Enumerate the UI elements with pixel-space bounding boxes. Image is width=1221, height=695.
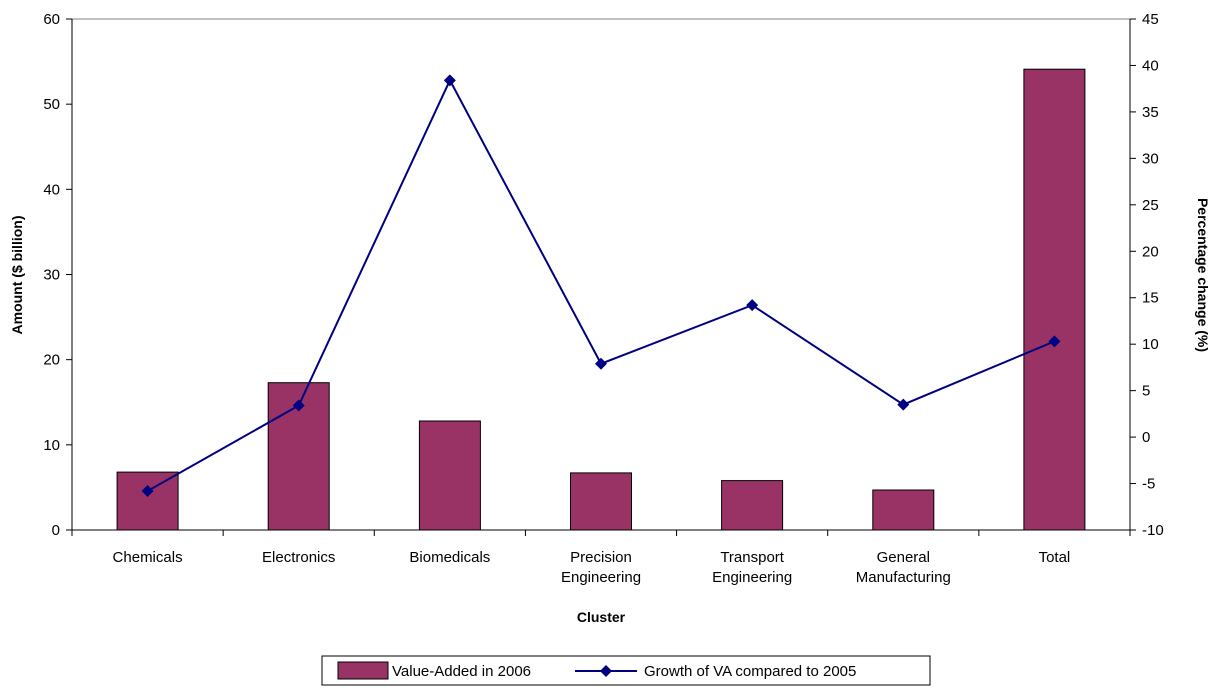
- bar: [116, 471, 179, 531]
- category-labels: Chemicals Electronics Biomedicals Precision…: [113, 549, 1071, 586]
- y2-tick-label: 15: [1142, 290, 1159, 307]
- y2-tick-label: 30: [1142, 150, 1159, 167]
- legend-bar-label: Value-Added in 2006: [392, 663, 531, 680]
- y-tick-label: 0: [52, 522, 60, 539]
- y2-tick-label: 0: [1142, 429, 1150, 446]
- y2-tick-label: -10: [1142, 522, 1164, 539]
- growth-point: [292, 399, 305, 412]
- bar-series: [116, 68, 1086, 531]
- growth-point: [897, 398, 910, 411]
- growth-point: [1048, 335, 1061, 348]
- plot-area: [71, 18, 1131, 531]
- legend-diamond-marker: [600, 665, 612, 677]
- y2-tick-label: 25: [1142, 197, 1159, 214]
- y2-axis-title: Percentage change (%): [1195, 198, 1211, 352]
- x-tick-label: Chemicals: [113, 549, 183, 566]
- legend-bar-swatch: [337, 661, 389, 680]
- y-tick-label: 10: [43, 437, 60, 454]
- y2-tick-label: 5: [1142, 383, 1150, 400]
- x-tick-label: Transport Engineering: [712, 549, 792, 586]
- axes: 0 10 20 30 40 50 60 -10 -5 0 5 10 15 20 25 30 35 40 45: [43, 11, 1163, 539]
- y-tick-label: 40: [43, 181, 60, 198]
- x-tick-label: Biomedicals: [409, 549, 490, 566]
- x-tick-label: Electronics: [262, 549, 335, 566]
- bar: [872, 489, 935, 531]
- bar: [570, 472, 632, 531]
- line-series: [141, 74, 1061, 497]
- y2-tick-label: 45: [1142, 11, 1159, 28]
- y2-tick-label: 20: [1142, 243, 1159, 260]
- y-tick-label: 60: [43, 11, 60, 28]
- growth-point: [595, 357, 607, 370]
- x-tick-label: Precision Engineering: [561, 549, 641, 586]
- legend: Value-Added in 2006 Growth of VA compare…: [321, 655, 931, 686]
- x-tick-label: General Manufacturing: [856, 549, 951, 586]
- y-tick-label: 30: [43, 267, 60, 284]
- growth-point: [746, 299, 759, 312]
- legend-line-label: Growth of VA compared to 2005: [644, 663, 856, 680]
- bar: [1023, 68, 1086, 531]
- bar: [418, 420, 481, 531]
- growth-point: [443, 74, 456, 87]
- y-tick-label: 50: [43, 96, 60, 113]
- bar: [721, 480, 784, 531]
- y2-tick-label: -5: [1142, 476, 1155, 493]
- y2-tick-label: 10: [1142, 336, 1159, 353]
- y-tick-label: 20: [43, 352, 60, 369]
- y2-tick-label: 40: [1142, 57, 1159, 74]
- growth-point: [141, 484, 154, 497]
- y2-tick-label: 35: [1142, 104, 1159, 121]
- x-axis-title: Cluster: [577, 609, 626, 625]
- x-tick-label: Total: [1039, 549, 1071, 566]
- y-axis-title: Amount ($ billion): [9, 216, 25, 335]
